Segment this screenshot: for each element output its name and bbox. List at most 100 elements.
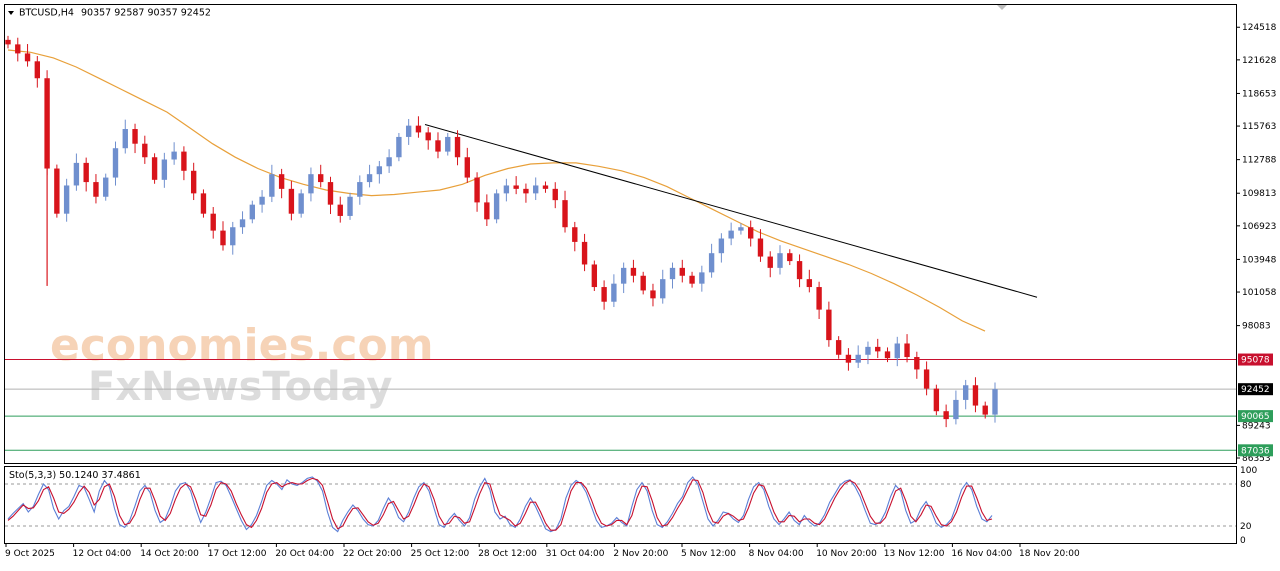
candle-body	[757, 238, 764, 257]
candle-body	[581, 241, 588, 265]
candle	[396, 132, 402, 162]
price-tick-label: 121628	[1242, 56, 1277, 66]
candle	[708, 243, 715, 278]
time-tick-label: 13 Nov 12:00	[884, 549, 945, 559]
candle-body	[445, 136, 451, 152]
candle-body	[699, 272, 705, 284]
candle	[386, 149, 392, 173]
trendline[interactable]	[424, 124, 1038, 298]
candle-body	[347, 196, 353, 216]
candle-body	[748, 227, 754, 239]
candle	[24, 44, 31, 67]
candle-body	[386, 157, 392, 167]
watermark: economies.com FxNewsToday	[50, 320, 434, 410]
candle	[230, 221, 236, 255]
scroll-marker-icon[interactable]	[997, 5, 1007, 10]
candle-body	[523, 188, 529, 194]
candle-body	[396, 136, 402, 158]
candle	[376, 160, 383, 184]
candle	[835, 336, 842, 359]
watermark-fxnewstoday: FxNewsToday	[88, 364, 392, 410]
candle-body	[562, 200, 568, 228]
level-tag-text: 90065	[1241, 412, 1270, 422]
candle-body	[112, 148, 119, 178]
candle-body	[83, 162, 89, 183]
candle	[122, 119, 128, 154]
candle-body	[278, 174, 285, 189]
candle-body	[875, 346, 881, 352]
candle	[581, 233, 588, 272]
candle-body	[15, 44, 21, 54]
candle	[904, 334, 910, 363]
candle-body	[132, 129, 138, 144]
candle	[562, 190, 568, 233]
candle-body	[923, 369, 930, 389]
candle	[620, 262, 627, 294]
candle	[190, 162, 197, 201]
candle	[767, 251, 773, 278]
candle-body	[435, 140, 441, 152]
candle-body	[220, 230, 226, 246]
candle-body	[366, 174, 373, 183]
candle-body	[181, 151, 187, 171]
candle-body	[415, 125, 422, 133]
candle-body	[533, 185, 539, 194]
candle	[718, 233, 725, 263]
candle-body	[796, 261, 803, 280]
candle-body	[816, 287, 822, 310]
candle	[63, 178, 70, 222]
candle	[259, 190, 265, 213]
candle	[787, 249, 793, 266]
candle	[142, 135, 148, 164]
candle-body	[542, 185, 549, 189]
candle	[337, 196, 343, 223]
candle	[44, 70, 50, 176]
candle-body	[464, 157, 470, 178]
level-tag-text: 95078	[1241, 356, 1270, 366]
candle-body	[650, 290, 656, 299]
candle-body	[454, 136, 461, 158]
candle-body	[503, 185, 510, 194]
price-tick-label: 89243	[1242, 421, 1271, 431]
candle-body	[484, 202, 490, 220]
candle-body	[200, 193, 207, 214]
stoch-tick-label: 20	[1240, 522, 1252, 532]
candle-body	[63, 185, 70, 214]
candle-body	[767, 256, 773, 268]
candle	[855, 345, 861, 368]
candle-body	[972, 385, 979, 406]
watermark-economies: economies.com	[50, 320, 434, 371]
candle-body	[73, 162, 80, 186]
candle	[54, 164, 60, 218]
time-tick-label: 5 Nov 12:00	[681, 549, 736, 559]
candle-body	[992, 389, 998, 415]
candle-body	[425, 132, 431, 141]
candle-body	[591, 264, 598, 288]
level-tag-text: 92452	[1241, 385, 1270, 395]
candle-body	[660, 279, 666, 299]
candle-body	[54, 168, 60, 214]
time-tick-label: 14 Oct 20:00	[140, 549, 199, 559]
candle-body	[337, 204, 343, 216]
stoch-signal-line	[7, 477, 993, 531]
candle-body	[601, 287, 607, 302]
candle	[738, 223, 744, 235]
candle	[611, 274, 617, 308]
time-tick-label: 20 Oct 04:00	[275, 549, 334, 559]
candle	[796, 254, 803, 288]
candle	[630, 259, 637, 283]
dropdown-arrow-icon[interactable]	[8, 11, 14, 15]
candle-body	[171, 151, 177, 160]
price-tick-label: 124518	[1242, 23, 1277, 33]
price-tick-label: 98083	[1242, 322, 1271, 332]
candle	[865, 341, 871, 365]
candle-body	[962, 385, 969, 400]
candle	[640, 271, 646, 295]
candle-body	[142, 143, 148, 158]
candle-body	[611, 283, 617, 302]
stoch-main-line	[7, 476, 993, 533]
candle-body	[513, 185, 519, 189]
candle	[728, 222, 734, 246]
